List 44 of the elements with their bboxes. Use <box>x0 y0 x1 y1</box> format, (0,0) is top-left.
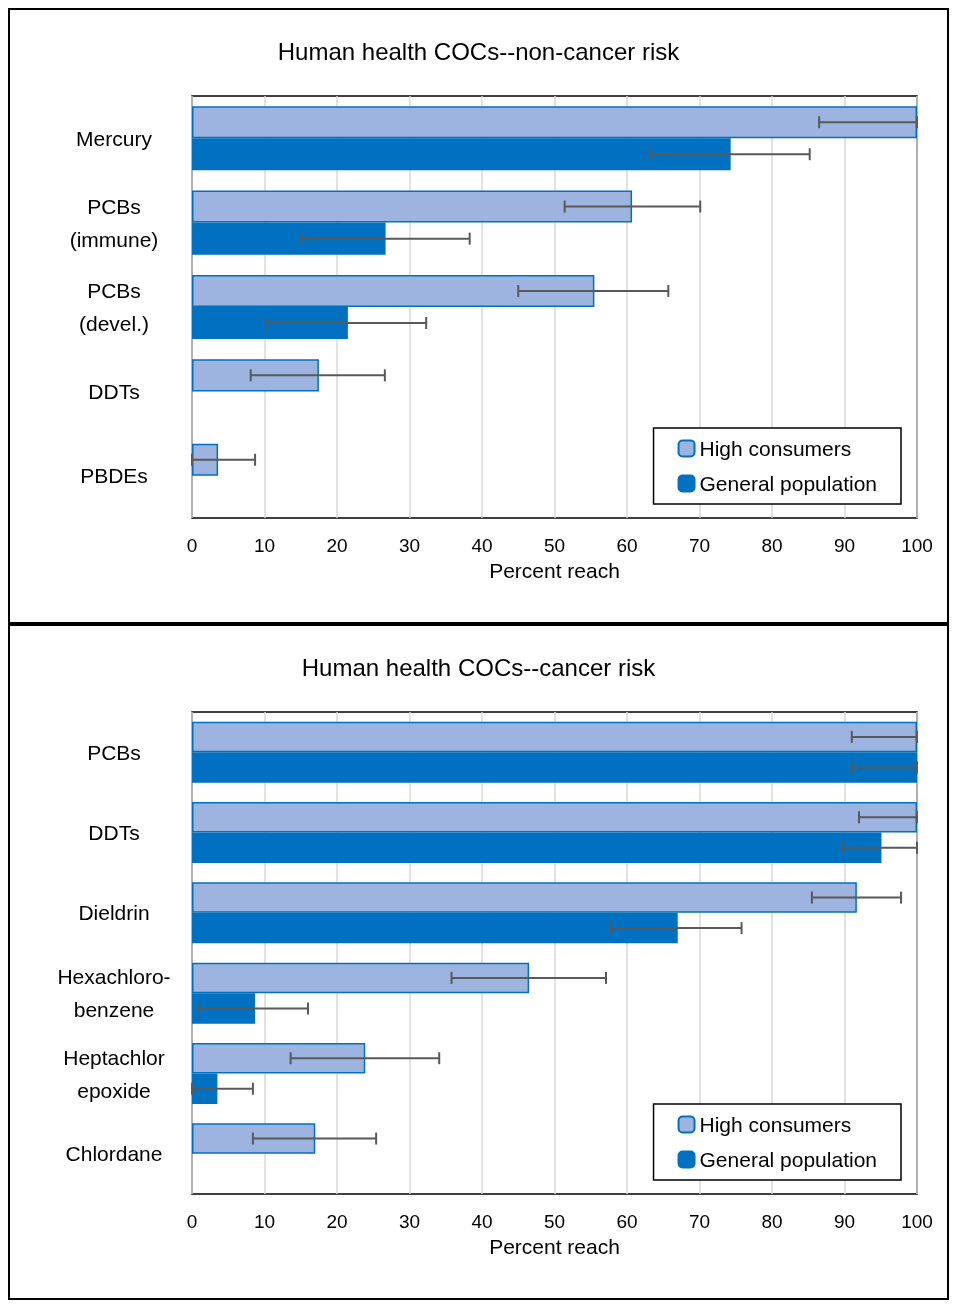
legend-label: High consumers <box>699 1113 852 1136</box>
x-tick-label: 90 <box>833 1211 856 1232</box>
x-tick-label: 40 <box>471 1211 493 1232</box>
y-tick-label: Heptachlor epoxide <box>63 1045 165 1102</box>
y-tick-label: Hexachloro- benzene <box>57 965 171 1022</box>
x-tick-label: 90 <box>833 535 856 556</box>
x-tick-label: 0 <box>186 1211 198 1232</box>
x-tick-label: 0 <box>186 535 198 556</box>
x-tick-label: 80 <box>761 535 783 556</box>
bar <box>192 443 219 476</box>
y-tick-label: Dieldrin <box>78 901 150 925</box>
x-tick-label: 70 <box>688 1211 711 1232</box>
chart-title: Human health COCs--non-cancer risk <box>277 37 681 65</box>
x-tick-label: 80 <box>761 1211 783 1232</box>
x-axis-title: Percent reach <box>489 1235 620 1258</box>
legend-label: High consumers <box>699 437 852 460</box>
x-tick-label: 100 <box>901 1211 933 1232</box>
x-tick-label: 20 <box>326 1211 348 1232</box>
x-tick-label: 20 <box>326 535 348 556</box>
y-tick-label: PCBs (devel.) <box>78 279 150 335</box>
chart-title: Human health COCs--cancer risk <box>301 653 657 681</box>
bar <box>192 1123 316 1154</box>
y-tick-label: DDTs <box>88 821 140 844</box>
x-tick-label: 10 <box>253 1211 276 1232</box>
y-tick-label: DDTs <box>88 379 140 403</box>
x-tick-label: 30 <box>398 535 421 556</box>
bar <box>192 359 319 392</box>
x-tick-label: 70 <box>688 535 711 556</box>
x-tick-label: 100 <box>901 535 933 556</box>
x-axis-title: Percent reach <box>489 559 620 582</box>
x-tick-label: 50 <box>543 1211 566 1232</box>
y-tick-label: PCBs (immune) <box>69 194 159 251</box>
legend-label: General population <box>699 1148 877 1171</box>
x-tick-label: 60 <box>616 1211 638 1232</box>
y-tick-label: Chlordane <box>65 1142 163 1166</box>
x-tick-label: 60 <box>616 535 638 556</box>
x-tick-label: 50 <box>543 535 566 556</box>
x-tick-label: 30 <box>398 1211 421 1232</box>
y-tick-label: PCBs <box>87 740 141 764</box>
y-tick-label: PBDEs <box>80 464 148 488</box>
y-tick-label: Mercury <box>76 126 153 150</box>
x-tick-label: 40 <box>471 535 493 556</box>
legend-label: General population <box>699 472 877 495</box>
x-tick-label: 10 <box>253 535 276 556</box>
